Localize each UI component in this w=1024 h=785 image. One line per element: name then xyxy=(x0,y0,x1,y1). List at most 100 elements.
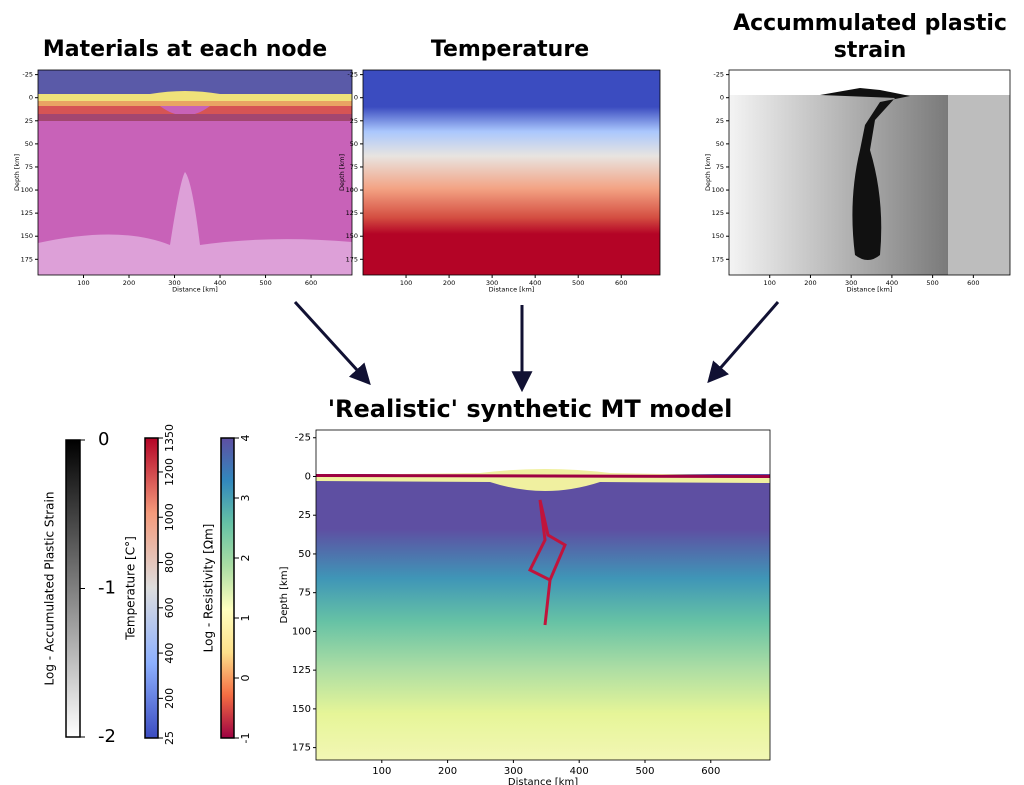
x-tick-label: 200 xyxy=(804,279,816,287)
x-axis-label: Distance [km] xyxy=(489,285,535,293)
colorbar-tick-label: -1 xyxy=(239,733,252,744)
y-axis-label: Depth [km] xyxy=(13,154,21,191)
y-tick-label: 150 xyxy=(292,704,311,715)
colorbar-tick-label: 2 xyxy=(239,555,252,562)
y-tick-label: -25 xyxy=(22,71,33,79)
colorbar-tick-label: 3 xyxy=(239,495,252,502)
x-axis-label: Distance [km] xyxy=(172,285,218,293)
x-tick-label: 600 xyxy=(305,279,317,287)
colorbar-label: Log - Resistivity [Ωm] xyxy=(202,524,216,653)
colorbar-label: Log - Accumulated Plastic Strain xyxy=(43,492,57,686)
colorbar-tick-label: 400 xyxy=(163,643,176,664)
temperature-image xyxy=(363,70,660,275)
panel-title: Accummulated plastic strain xyxy=(733,11,1007,63)
y-tick-label: 125 xyxy=(712,209,724,217)
x-tick-label: 300 xyxy=(168,279,180,287)
materials-image xyxy=(38,70,352,275)
y-tick-label: 0 xyxy=(29,94,33,102)
x-tick-label: 300 xyxy=(845,279,857,287)
x-tick-label: 600 xyxy=(615,279,627,287)
y-tick-label: 0 xyxy=(305,471,311,482)
y-tick-label: 50 xyxy=(350,140,358,148)
x-tick-label: 200 xyxy=(443,279,455,287)
colorbar-tick-label: 0 xyxy=(98,429,109,450)
y-tick-label: 50 xyxy=(25,140,33,148)
y-tick-label: 125 xyxy=(21,209,33,217)
arrow xyxy=(707,301,780,384)
x-tick-label: 100 xyxy=(372,766,391,777)
colorbar-tick-label: 1350 xyxy=(163,424,176,452)
x-tick-label: 600 xyxy=(967,279,979,287)
y-tick-label: 100 xyxy=(292,626,311,637)
colorbar-tick-label: 25 xyxy=(163,731,176,745)
y-tick-label: 150 xyxy=(346,232,358,240)
colorbar-tick-label: -1 xyxy=(98,578,116,599)
y-tick-label: 150 xyxy=(21,232,33,240)
y-tick-label: 25 xyxy=(350,117,358,125)
colorbar xyxy=(220,437,235,739)
y-tick-label: 100 xyxy=(712,186,724,194)
strain-image xyxy=(729,70,1010,275)
y-tick-label: -25 xyxy=(295,433,311,444)
x-tick-label: 100 xyxy=(77,279,89,287)
x-tick-label: 500 xyxy=(926,279,938,287)
x-tick-label: 600 xyxy=(701,766,720,777)
colorbar-tick-label: 600 xyxy=(163,597,176,618)
x-tick-label: 100 xyxy=(400,279,412,287)
colorbar-tick-label: 1200 xyxy=(163,458,176,486)
y-tick-label: 75 xyxy=(350,163,358,171)
axes-frame xyxy=(362,69,661,276)
axes-frame xyxy=(728,69,1011,276)
y-tick-label: 175 xyxy=(21,255,33,263)
y-tick-label: 125 xyxy=(292,665,311,676)
x-tick-label: 400 xyxy=(529,279,541,287)
y-tick-label: 150 xyxy=(712,232,724,240)
colorbar-tick-label: 1000 xyxy=(163,503,176,531)
y-tick-label: -25 xyxy=(347,71,358,79)
y-tick-label: 0 xyxy=(720,94,724,102)
x-tick-label: 400 xyxy=(570,766,589,777)
panel-title: Materials at each node xyxy=(42,37,328,62)
y-tick-label: 125 xyxy=(346,209,358,217)
colorbar-tick-label: -2 xyxy=(98,726,116,747)
y-tick-label: -25 xyxy=(713,71,724,79)
colorbar xyxy=(65,439,81,738)
colorbar-tick-label: 800 xyxy=(163,552,176,573)
y-tick-label: 25 xyxy=(298,510,311,521)
x-tick-label: 100 xyxy=(764,279,776,287)
x-axis-label: Distance [km] xyxy=(508,777,578,785)
x-tick-label: 200 xyxy=(123,279,135,287)
y-tick-label: 25 xyxy=(25,117,33,125)
x-tick-label: 500 xyxy=(259,279,271,287)
x-axis-label: Distance [km] xyxy=(847,285,893,293)
x-tick-label: 200 xyxy=(438,766,457,777)
x-tick-label: 500 xyxy=(635,766,654,777)
colorbar-tick-label: 200 xyxy=(163,688,176,709)
y-tick-label: 175 xyxy=(346,255,358,263)
y-tick-label: 75 xyxy=(716,163,724,171)
axes-frame xyxy=(315,429,771,761)
x-tick-label: 300 xyxy=(486,279,498,287)
colorbar xyxy=(144,437,159,739)
y-tick-label: 100 xyxy=(21,186,33,194)
y-tick-label: 100 xyxy=(346,186,358,194)
colorbar-tick-label: 0 xyxy=(239,675,252,682)
y-axis-label: Depth [km] xyxy=(338,154,346,191)
axes-frame xyxy=(37,69,353,276)
y-axis-label: Depth [km] xyxy=(279,566,290,623)
x-tick-label: 400 xyxy=(214,279,226,287)
y-tick-label: 0 xyxy=(354,94,358,102)
y-tick-label: 175 xyxy=(292,743,311,754)
colorbar-tick-label: 4 xyxy=(239,435,252,442)
x-tick-label: 300 xyxy=(504,766,523,777)
main-title: 'Realistic' synthetic MT model xyxy=(327,395,733,423)
y-tick-label: 75 xyxy=(298,588,311,599)
y-tick-label: 50 xyxy=(716,140,724,148)
colorbar-tick-label: 1 xyxy=(239,615,252,622)
arrow xyxy=(293,300,371,386)
x-tick-label: 500 xyxy=(572,279,584,287)
y-tick-label: 50 xyxy=(298,549,311,560)
x-tick-label: 400 xyxy=(886,279,898,287)
